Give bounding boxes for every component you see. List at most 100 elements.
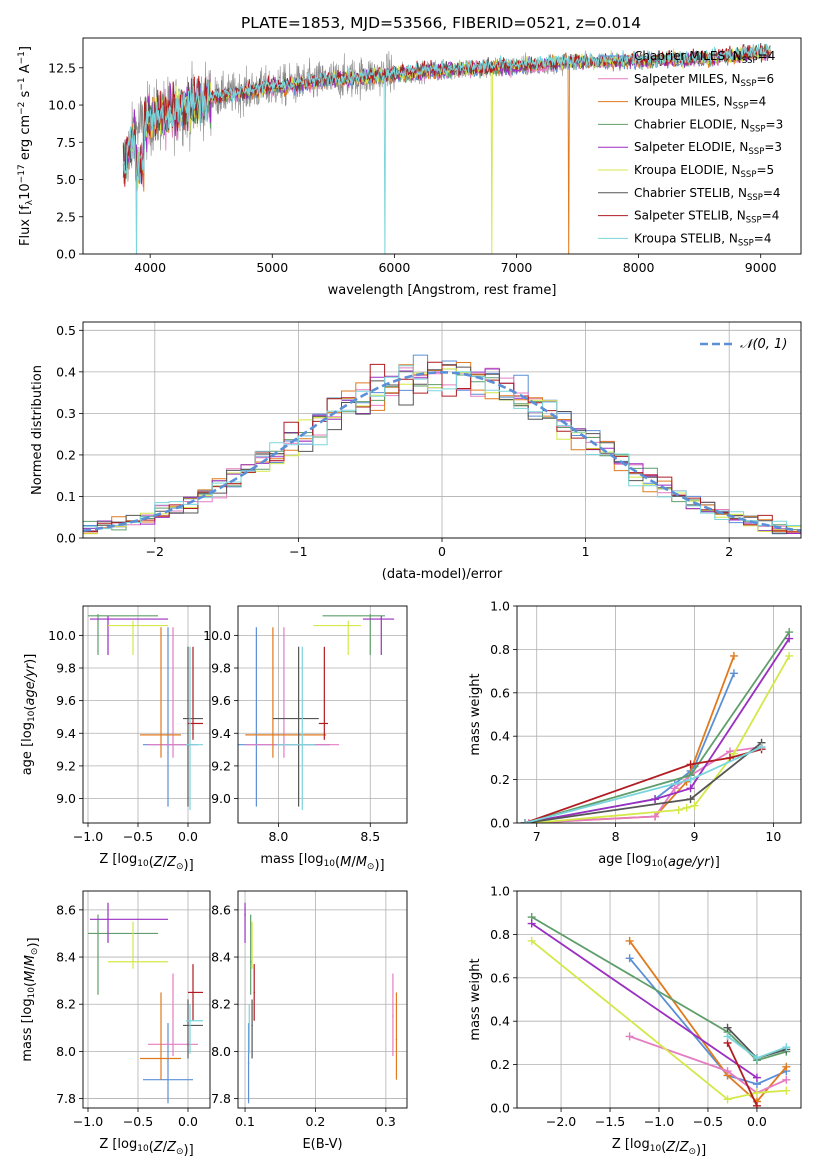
weight-point bbox=[651, 795, 660, 804]
legend-entry: Salpeter ELODIE, NSSP=3 bbox=[634, 140, 782, 157]
weight-point bbox=[625, 936, 634, 945]
z-mass-panel: −1.0 −0.5 0.0 7.8 8.0 8.2 8.4 8.6 Z [log10(Z/Z⊙)… bbox=[20, 890, 211, 1158]
y-tick-label: 8.4 bbox=[56, 950, 76, 965]
x-tick-label: 0.0 bbox=[747, 1114, 767, 1129]
x-tick-label: 4000 bbox=[134, 260, 166, 275]
weight-line bbox=[524, 655, 735, 823]
weight-line bbox=[524, 638, 790, 823]
weight-line bbox=[531, 922, 758, 1079]
x-tick-label: 0.0 bbox=[178, 829, 198, 844]
weight-point bbox=[674, 805, 683, 814]
weight-point bbox=[524, 819, 533, 823]
y-tick-label: 1.0 bbox=[490, 599, 510, 614]
x-tick-label: 8 bbox=[612, 829, 620, 844]
weight-point bbox=[752, 1073, 761, 1082]
x-tick-label: −0.5 bbox=[123, 829, 153, 844]
weight-point bbox=[723, 1095, 732, 1104]
y-tick-label: 0.2 bbox=[490, 772, 510, 787]
x-tick-label: 10 bbox=[765, 829, 781, 844]
axes-frame bbox=[82, 321, 802, 539]
y-tick-label: 0.2 bbox=[490, 1057, 510, 1072]
y-tick-label: 10.0 bbox=[48, 98, 76, 113]
weight-line bbox=[532, 655, 790, 823]
y-tick-label: 0.6 bbox=[490, 685, 510, 700]
residual-histogram bbox=[83, 361, 801, 533]
y-tick-label: 9.0 bbox=[211, 791, 231, 806]
weight-line bbox=[726, 1042, 758, 1107]
y-axis-label: mass weight bbox=[468, 958, 483, 1040]
axes-frame bbox=[237, 605, 408, 824]
axis-label: mass [log10(M/M⊙)] bbox=[260, 852, 384, 873]
weight-point bbox=[686, 784, 695, 793]
axis-label: Z [log10(Z/Z⊙)] bbox=[612, 1137, 706, 1158]
axes-frame bbox=[82, 890, 211, 1109]
y-tick-label: 8.6 bbox=[56, 902, 76, 917]
y-tick-label: 7.8 bbox=[211, 1091, 231, 1106]
x-tick-label: 6000 bbox=[378, 260, 410, 275]
legend-entry: Chabrier MILES, NSSP=4 bbox=[634, 49, 775, 66]
weight-point bbox=[723, 1032, 732, 1041]
y-tick-label: 0.0 bbox=[490, 1101, 510, 1116]
plot-area bbox=[527, 913, 791, 1108]
x-tick-label: 2 bbox=[725, 544, 733, 559]
x-tick-label: −2 bbox=[146, 544, 164, 559]
residuals-panel: −2 −1 0 1 2 0.0 0.1 0.2 0.3 0.4 0.5 𝒩(0, 1) (data-mo… bbox=[30, 321, 802, 582]
x-tick-label: −0.5 bbox=[123, 1114, 153, 1129]
gaussian-curve bbox=[83, 370, 801, 532]
y-tick-label: 9.4 bbox=[56, 726, 76, 741]
x-tick-label: −1.0 bbox=[644, 1114, 674, 1129]
y-tick-label: 2.5 bbox=[56, 209, 76, 224]
legend-entry: Kroupa ELODIE, NSSP=5 bbox=[634, 163, 774, 180]
x-tick-label: 0.1 bbox=[235, 1114, 255, 1129]
y-tick-label: 9.6 bbox=[211, 693, 231, 708]
y-tick-label: 0.4 bbox=[490, 1014, 510, 1029]
ebv-mass-panel: 0.1 0.2 0.3 7.8 8.0 8.2 8.4 8.6 E(B-V) bbox=[211, 890, 408, 1152]
y-tick-label: 0.5 bbox=[56, 323, 76, 338]
weight-point bbox=[782, 1075, 791, 1084]
y-tick-label: 0.4 bbox=[56, 364, 76, 379]
weight-point bbox=[752, 1088, 761, 1097]
y-tick-label: 9.8 bbox=[56, 661, 76, 676]
y-tick-label: 0.3 bbox=[56, 406, 76, 421]
z-weight-panel: −2.0 −1.5 −1.0 −0.5 0.0 0.0 0.2 0.4 0.6 0.8 1.0 Z [… bbox=[468, 884, 802, 1158]
z-age-panel: −1.0 −0.5 0.0 9.0 9.2 9.4 9.6 9.8 10.0 Z [log10(Z… bbox=[20, 605, 211, 873]
y-tick-label: 8.0 bbox=[211, 1044, 231, 1059]
y-tick-label: 0.0 bbox=[56, 247, 76, 262]
legend-entry: 𝒩(0, 1) bbox=[740, 337, 787, 352]
weight-point bbox=[782, 1043, 791, 1052]
weight-point bbox=[682, 803, 691, 812]
y-tick-label: 8.0 bbox=[56, 1044, 76, 1059]
y-tick-label: 9.8 bbox=[211, 661, 231, 676]
x-tick-label: 5000 bbox=[256, 260, 288, 275]
weight-point bbox=[757, 743, 766, 752]
y-axis-label: mass weight bbox=[468, 673, 483, 755]
axis-label: Z [log10(Z/Z⊙)] bbox=[99, 852, 193, 873]
axis-label: Z [log10(Z/Z⊙)] bbox=[99, 1137, 193, 1158]
axes-frame bbox=[82, 605, 211, 824]
legend-entry: Salpeter STELIB, NSSP=4 bbox=[634, 209, 779, 226]
plot-area bbox=[238, 614, 395, 810]
weight-point bbox=[520, 819, 529, 823]
figure-title: PLATE=1853, MJD=53566, FIBERID=0521, z=0… bbox=[241, 14, 641, 32]
x-tick-label: −1.0 bbox=[73, 1114, 103, 1129]
weight-line bbox=[628, 940, 787, 1103]
weight-point bbox=[723, 1023, 732, 1032]
weight-point bbox=[785, 651, 794, 660]
y-tick-label: 0.6 bbox=[490, 970, 510, 985]
x-tick-label: −2.0 bbox=[546, 1114, 576, 1129]
axes-frame bbox=[516, 605, 802, 824]
y-tick-label: 7.8 bbox=[56, 1091, 76, 1106]
x-axis-label: E(B-V) bbox=[302, 1137, 342, 1152]
spectrum-legend: Chabrier MILES, NSSP=4 Salpeter MILES, NS… bbox=[598, 49, 783, 248]
axis-label: age [log10(age/yr)] bbox=[598, 852, 720, 870]
legend-entry: Chabrier ELODIE, NSSP=3 bbox=[634, 117, 783, 134]
weight-point bbox=[782, 1062, 791, 1071]
weight-line bbox=[531, 940, 787, 1101]
y-tick-label: 8.4 bbox=[211, 950, 231, 965]
axis-label: mass [log10(M/M⊙)] bbox=[20, 937, 41, 1061]
x-tick-label: −1 bbox=[289, 544, 307, 559]
x-tick-label: 0.0 bbox=[178, 1114, 198, 1129]
y-tick-label: 0.0 bbox=[56, 531, 76, 546]
weight-point bbox=[527, 919, 536, 928]
y-tick-label: 9.2 bbox=[211, 758, 231, 773]
